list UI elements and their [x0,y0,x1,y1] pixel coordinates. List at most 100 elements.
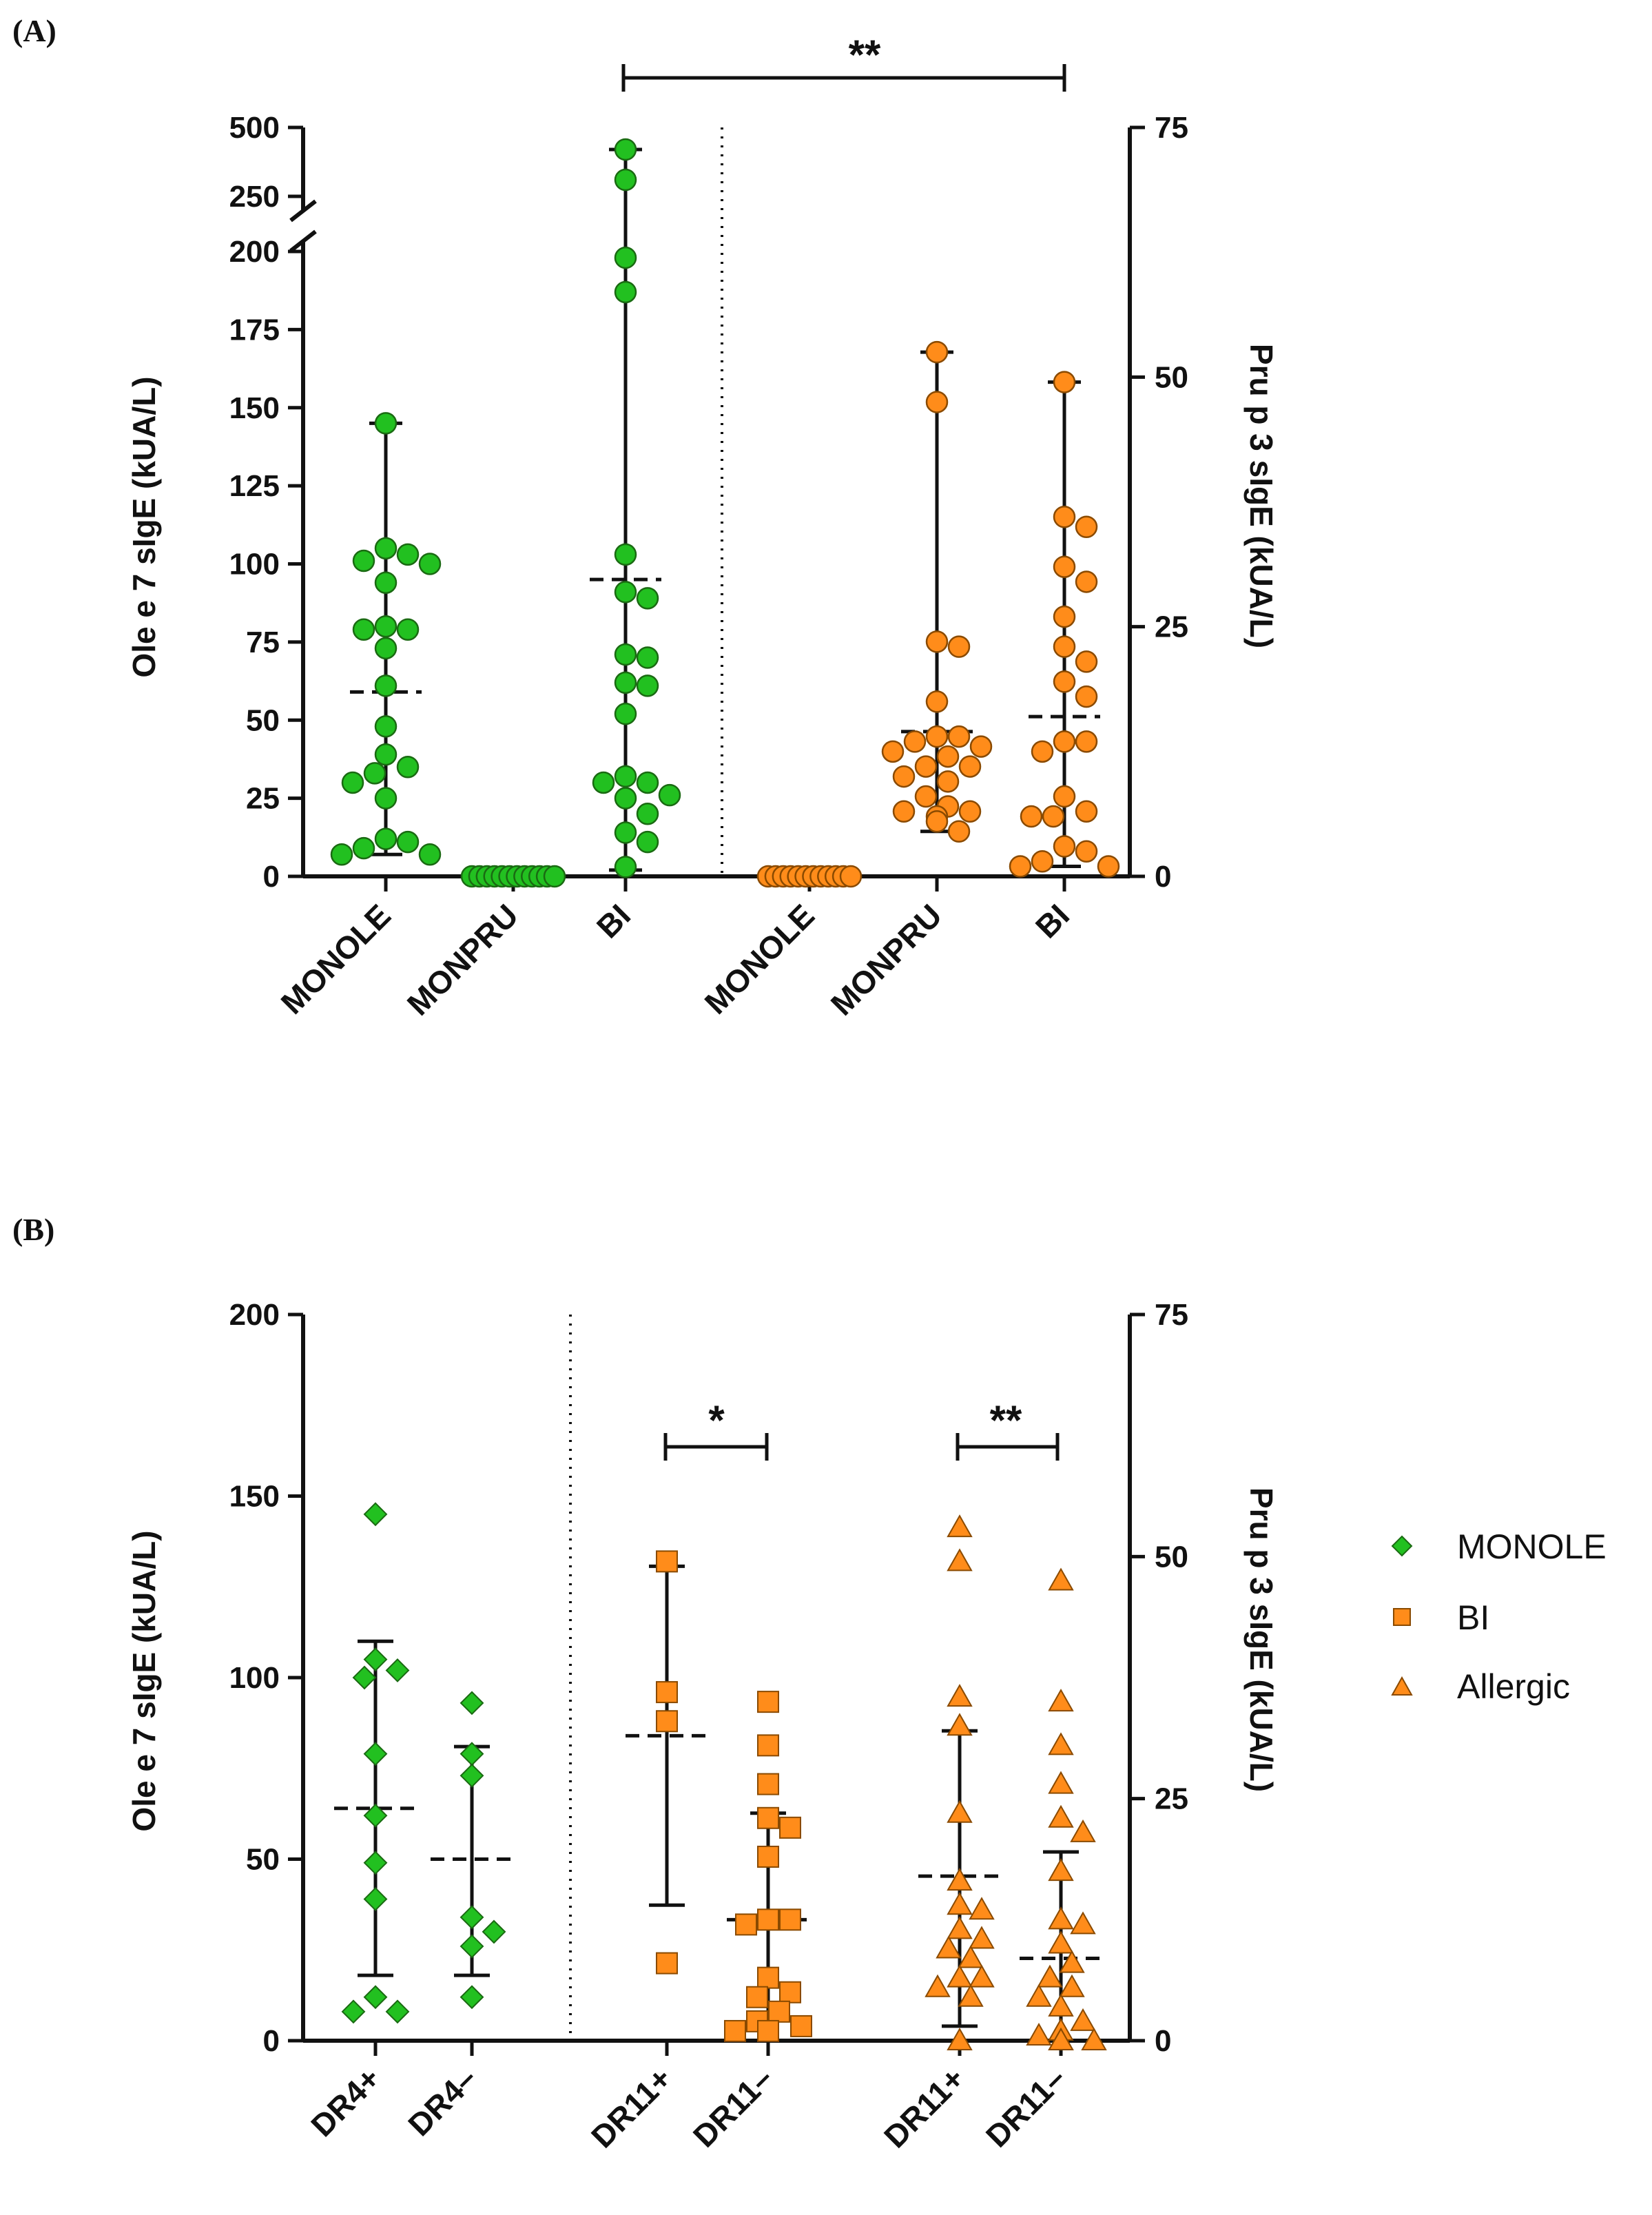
data-point-square [757,1845,779,1868]
right-tick-label: 0 [1155,2024,1171,2058]
data-point [1053,555,1076,578]
data-point-triangle [969,1926,995,1949]
data-point [914,785,938,808]
data-point [839,865,863,888]
panel-b-right-axis-label: Pru p 3 sIgE (kUA/L) [1243,1487,1279,1792]
data-point [614,671,637,694]
data-point [1009,855,1032,878]
left-tick-label: 75 [246,626,280,659]
data-point [947,635,971,658]
data-point [636,674,659,697]
data-point-triangle [947,1548,973,1572]
data-point-diamond [363,1851,388,1875]
panel-a: (A) 0 25 50 75 100 125 150 175 200 250 500 0 25 50 75 M… [12,13,1279,1022]
data-point [892,800,916,823]
data-point [1042,805,1065,828]
group-bi [590,138,681,878]
data-point-triangle [947,2027,973,2050]
panel-a-significance: ** [849,32,881,78]
data-point [958,800,982,823]
left-tick-label: 50 [246,1843,280,1877]
legend-label-monole: MONOLE [1457,1527,1607,1566]
data-point-square [757,1806,779,1829]
data-point-square [768,2000,790,2023]
data-point-triangle [1059,1950,1085,1973]
data-point [1053,785,1076,808]
data-point-square [779,1816,801,1839]
data-point [396,830,420,854]
data-point-triangle [947,1964,973,1988]
data-point-triangle [1048,1858,1074,1882]
data-point [374,674,397,697]
panel-b-label: (B) [12,1212,54,1247]
data-point-triangle [969,1897,995,1920]
data-point [947,820,971,843]
data-point [1031,850,1054,873]
data-point-diamond [363,1742,388,1766]
data-point-triangle [1048,1771,1074,1794]
data-point [1053,635,1076,658]
left-tick-label: 200 [229,1298,280,1332]
left-tick-label: 125 [229,469,280,503]
data-point [636,771,659,794]
group-monole [756,865,863,888]
data-point-square [757,2019,779,2042]
data-point [614,821,637,844]
group-monpru [460,865,566,888]
panel-b-left-axis-label: Ole e 7 sIgE (kUA/L) [126,1530,162,1831]
data-point-diamond [460,1691,484,1716]
x-category-label: DR4– [401,2060,484,2143]
data-point-square [656,1681,678,1704]
data-point-triangle [1037,1964,1063,1988]
data-point-triangle [1070,1819,1096,1842]
data-point [614,138,637,161]
data-point-square [746,1986,768,2008]
data-point [1053,670,1076,693]
data-point [614,581,637,604]
panel-a-right-axis-label: Pru p 3 sIgE (kUA/L) [1243,344,1279,648]
x-category-label: DR4+ [304,2060,387,2143]
data-point [636,587,659,610]
data-point [352,836,375,860]
data-point [341,771,364,794]
data-point-triangle [947,1916,973,1939]
data-point [1075,730,1098,753]
legend-item-bi: BI [1393,1598,1489,1637]
data-point [1053,605,1076,628]
data-point-triangle [947,1684,973,1707]
data-point [1075,515,1098,538]
data-point-diamond [341,1999,366,2024]
data-point-triangle [958,1945,984,1968]
x-category-label: DR11+ [584,2060,679,2154]
data-point [1053,505,1076,528]
data-point-triangle [1048,1906,1074,1930]
panel-a-data [330,138,1120,888]
legend-item-allergic: Allergic [1391,1667,1570,1706]
panel-a-left-axis-label: Ole e 7 sIgE (kUA/L) [126,376,162,677]
data-point [614,168,637,192]
data-point [614,643,637,666]
right-tick-label: 50 [1155,1540,1188,1574]
x-category-label: DR11– [979,2060,1073,2154]
data-point [374,715,397,738]
data-point [925,690,949,713]
axis-break-mark [289,229,317,253]
data-point [396,618,420,641]
legend-diamond-icon [1391,1535,1413,1557]
data-point-triangle [936,1935,962,1959]
data-point-triangle [947,1892,973,1915]
right-tick-label: 50 [1155,360,1188,394]
data-point [1053,371,1076,393]
data-point-square [757,1908,779,1931]
data-point [1075,800,1098,823]
data-point [614,856,637,878]
data-point [614,702,637,725]
data-point [374,412,397,435]
right-tick-label: 75 [1155,111,1188,145]
data-point-triangle [947,1800,973,1823]
data-point-square [757,1691,779,1713]
data-point [936,770,960,793]
left-tick-label: 50 [246,703,280,737]
data-point [330,843,353,866]
data-point-diamond [363,1887,388,1911]
